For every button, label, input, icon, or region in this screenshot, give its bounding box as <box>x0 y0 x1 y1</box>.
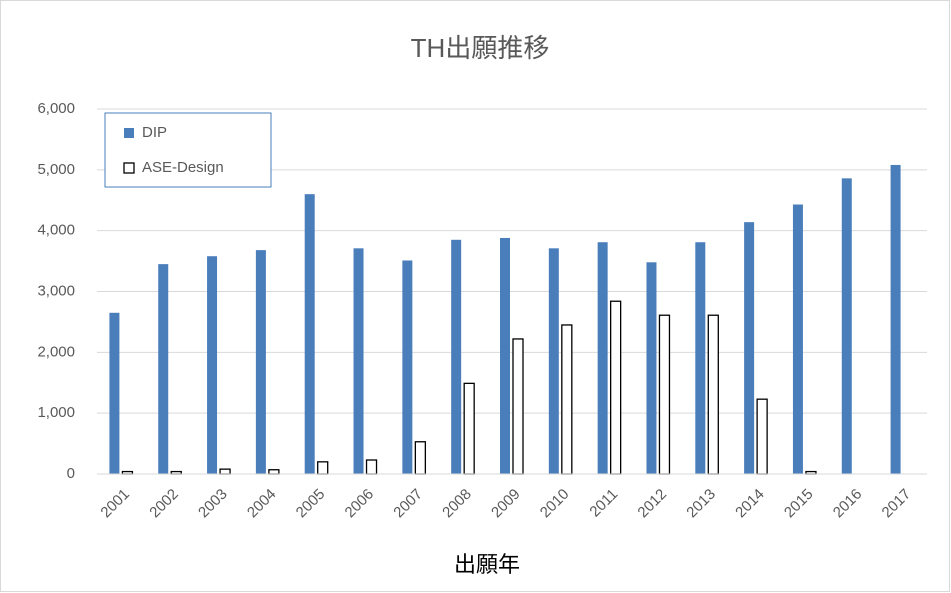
y-tick-label: 6,000 <box>37 100 75 117</box>
bar <box>414 441 427 475</box>
bar <box>841 178 852 474</box>
y-tick-label: 0 <box>67 465 75 482</box>
bar <box>255 250 266 474</box>
y-tick-label: 1,000 <box>37 404 75 421</box>
bar <box>402 260 413 474</box>
bar <box>317 461 329 475</box>
legend-swatch <box>123 162 135 174</box>
chart-title: TH出願推移 <box>411 33 550 63</box>
x-axis-title: 出願年 <box>454 552 520 577</box>
bar <box>109 312 120 474</box>
bar <box>744 222 755 474</box>
bar <box>609 300 622 475</box>
legend-box <box>104 112 272 188</box>
bar <box>695 242 706 474</box>
legend-swatch <box>124 128 134 138</box>
bar <box>158 264 169 474</box>
bar <box>219 468 231 475</box>
bar <box>548 248 559 474</box>
bar <box>500 237 510 474</box>
y-tick-label: 5,000 <box>37 161 75 178</box>
bar <box>365 459 378 475</box>
legend-label: ASE-Design <box>142 159 224 176</box>
bar <box>268 469 280 475</box>
bar <box>756 398 768 475</box>
bar <box>451 239 462 474</box>
bar <box>890 164 901 474</box>
bar <box>512 338 524 475</box>
bar <box>561 324 573 475</box>
bar <box>792 204 803 474</box>
bar <box>353 248 364 474</box>
y-tick-label: 3,000 <box>37 282 75 299</box>
bar <box>707 314 719 475</box>
bar <box>597 242 608 474</box>
bar <box>463 382 475 475</box>
bar <box>304 194 315 474</box>
bar <box>658 314 671 475</box>
bar <box>646 262 657 474</box>
y-tick-label: 4,000 <box>37 222 75 239</box>
bar <box>207 256 218 474</box>
legend-label: DIP <box>142 124 167 141</box>
y-tick-label: 2,000 <box>37 343 75 360</box>
